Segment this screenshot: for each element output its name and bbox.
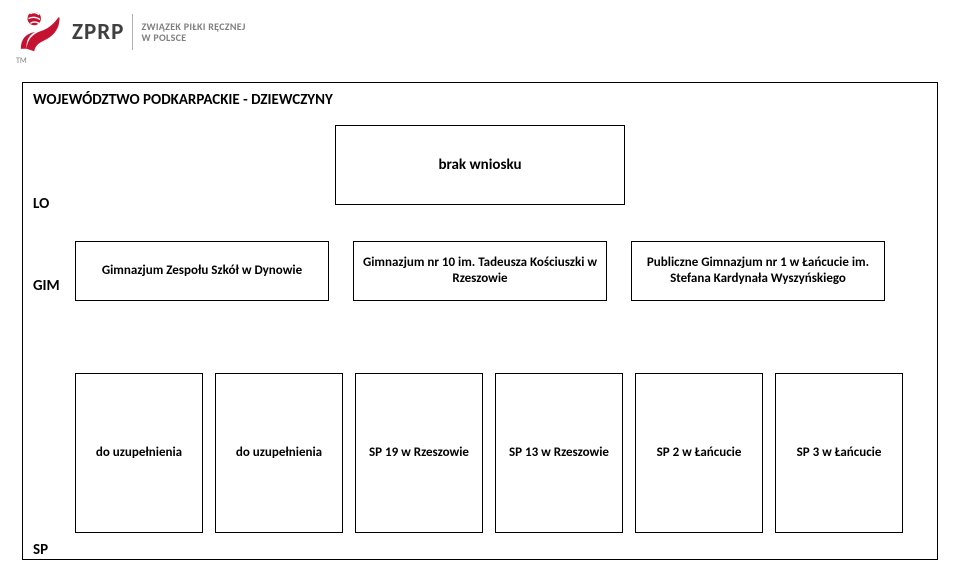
gim-text-2: Gimnazjum nr 10 im. Tadeusza Kościuszki … (358, 255, 602, 288)
gim-box-1: Gimnazjum Zespołu Szkół w Dynowie (75, 241, 329, 301)
sp-box-2: do uzupełnienia (215, 373, 343, 533)
gim-text-3: Publiczne Gimnazjum nr 1 w Łańcucie im. … (636, 255, 880, 288)
sp-text-3: SP 19 w Rzeszowie (369, 445, 469, 461)
logo-divider (132, 14, 133, 50)
sp-box-6: SP 3 w Łańcucie (775, 373, 903, 533)
sp-box-5: SP 2 w Łańcucie (635, 373, 763, 533)
logo-sub2: W POLSCE (141, 32, 245, 44)
sp-box-1: do uzupełnienia (75, 373, 203, 533)
sp-text-2: do uzupełnienia (236, 445, 322, 461)
lo-box: brak wniosku (335, 125, 625, 205)
logo-acronym: ZPRP (72, 21, 124, 44)
sp-text-4: SP 13 w Rzeszowie (509, 445, 609, 461)
outer-container: WOJEWÓDZTWO PODKARPACKIE - DZIEWCZYNY LO… (22, 82, 938, 560)
sp-text-1: do uzupełnienia (96, 445, 182, 461)
lo-text: brak wniosku (438, 156, 521, 175)
sp-text-5: SP 2 w Łańcucie (657, 445, 742, 461)
logo: ZPRP ZWIĄZEK PIŁKI RĘCZNEJ W POLSCE (16, 8, 246, 56)
logo-text: ZPRP (72, 21, 124, 44)
page-title: WOJEWÓDZTWO PODKARPACKIE - DZIEWCZYNY (33, 91, 333, 109)
sp-box-3: SP 19 w Rzeszowie (355, 373, 483, 533)
gim-box-2: Gimnazjum nr 10 im. Tadeusza Kościuszki … (353, 241, 607, 301)
tm-mark: TM (16, 56, 27, 66)
sp-label: SP (33, 541, 48, 559)
sp-text-6: SP 3 w Łańcucie (797, 445, 882, 461)
gim-text-1: Gimnazjum Zespołu Szkół w Dynowie (102, 263, 302, 279)
sp-box-4: SP 13 w Rzeszowie (495, 373, 623, 533)
lo-label: LO (33, 195, 49, 213)
gim-box-3: Publiczne Gimnazjum nr 1 w Łańcucie im. … (631, 241, 885, 301)
logo-subtitle: ZWIĄZEK PIŁKI RĘCZNEJ W POLSCE (141, 21, 245, 44)
page: ZPRP ZWIĄZEK PIŁKI RĘCZNEJ W POLSCE TM W… (0, 0, 960, 566)
zprp-logo-icon (16, 8, 64, 56)
gim-label: GIM (33, 277, 60, 295)
